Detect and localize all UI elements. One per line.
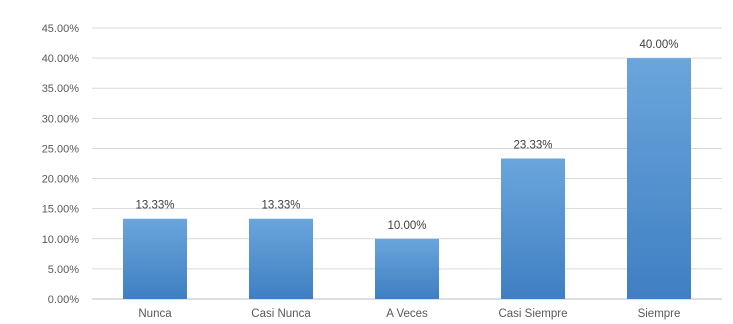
bar-a-veces — [375, 238, 439, 299]
y-tick-label: 5.00% — [48, 264, 79, 276]
data-label: 23.33% — [513, 140, 552, 152]
y-tick-label: 15.00% — [42, 204, 80, 216]
gridlines — [92, 27, 722, 300]
bar-siempre — [627, 58, 691, 299]
x-category-label: A Veces — [386, 308, 428, 320]
y-tick-label: 20.00% — [42, 174, 80, 186]
y-tick-label: 40.00% — [42, 53, 80, 65]
data-labels: 13.33% 13.33% 10.00% 23.33% 40.00% — [135, 39, 678, 232]
data-label: 13.33% — [135, 200, 174, 212]
x-category-label: Casi Nunca — [251, 308, 311, 320]
bar-casi-nunca — [249, 218, 313, 299]
y-tick-label: 0.00% — [48, 294, 79, 306]
y-tick-label: 35.00% — [42, 83, 80, 95]
bars — [123, 58, 691, 299]
y-tick-label: 25.00% — [42, 143, 80, 155]
x-axis-categories: Nunca Casi Nunca A Veces Casi Siempre Siempr… — [138, 308, 680, 320]
bar-casi-siempre — [501, 158, 565, 299]
x-category-label: Siempre — [638, 308, 681, 320]
data-label: 40.00% — [639, 39, 678, 51]
data-label: 13.33% — [261, 200, 300, 212]
bar-nunca — [123, 218, 187, 299]
y-axis-ticks: 0.00% 5.00% 10.00% 15.00% 20.00% 25.00% 30.00%… — [42, 23, 80, 306]
x-category-label: Casi Siempre — [498, 308, 567, 320]
data-label: 10.00% — [387, 220, 426, 232]
y-tick-label: 30.00% — [42, 113, 80, 125]
x-category-label: Nunca — [138, 308, 172, 320]
y-tick-label: 10.00% — [42, 234, 80, 246]
y-tick-label: 45.00% — [42, 23, 80, 35]
